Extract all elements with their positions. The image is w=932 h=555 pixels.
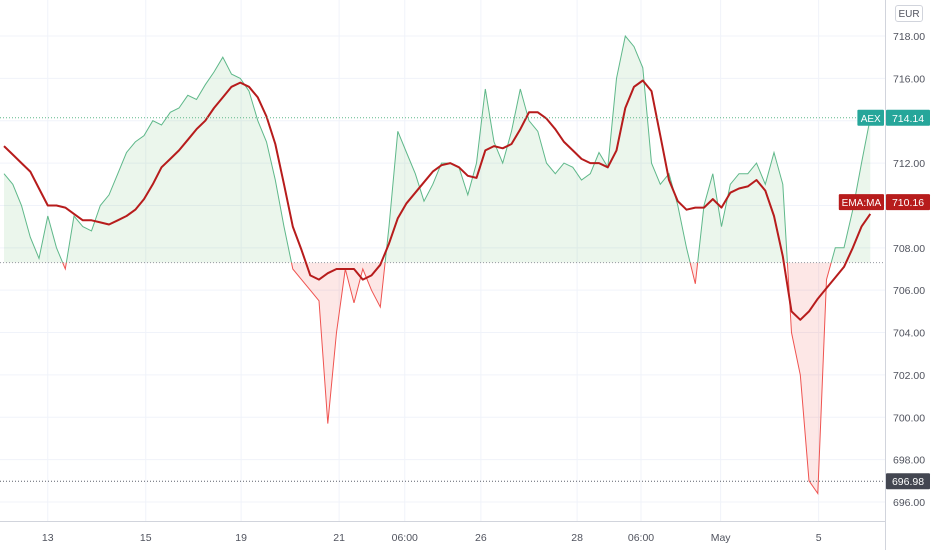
price-badge-value-2: 696.98 bbox=[892, 476, 924, 488]
x-tick-label-6: 28 bbox=[571, 532, 583, 544]
price-area-below-baseline bbox=[4, 36, 870, 494]
currency-badge[interactable]: EUR bbox=[895, 5, 923, 22]
y-tick-label-1: 716.00 bbox=[893, 73, 925, 85]
y-tick-label-5: 708.00 bbox=[893, 243, 925, 255]
x-tick-label-5: 26 bbox=[475, 532, 487, 544]
x-tick-label-8: May bbox=[711, 532, 732, 544]
x-tick-label-9: 5 bbox=[816, 532, 822, 544]
x-tick-label-1: 15 bbox=[140, 532, 152, 544]
x-tick-label-4: 06:00 bbox=[392, 532, 418, 544]
series-label-0: AEX bbox=[861, 114, 881, 125]
y-tick-label-10: 698.00 bbox=[893, 455, 925, 467]
price-badge-value-0: 714.14 bbox=[892, 113, 924, 125]
y-tick-label-6: 706.00 bbox=[893, 285, 925, 297]
x-tick-label-3: 21 bbox=[333, 532, 345, 544]
y-tick-label-8: 702.00 bbox=[893, 370, 925, 382]
price-badge-value-1: 710.16 bbox=[892, 197, 924, 209]
y-tick-label-7: 704.00 bbox=[893, 328, 925, 340]
x-tick-label-7: 06:00 bbox=[628, 532, 654, 544]
price-line-below[interactable] bbox=[4, 36, 870, 494]
y-tick-label-11: 696.00 bbox=[893, 497, 925, 509]
y-tick-label-9: 700.00 bbox=[893, 412, 925, 424]
series-label-1: EMA:MA bbox=[842, 198, 882, 209]
price-line-above[interactable] bbox=[4, 36, 870, 494]
y-tick-label-3: 712.00 bbox=[893, 158, 925, 170]
x-tick-label-2: 19 bbox=[235, 532, 247, 544]
price-area-above-baseline bbox=[4, 36, 870, 494]
x-tick-label-0: 13 bbox=[42, 532, 54, 544]
y-tick-label-0: 718.00 bbox=[893, 31, 925, 43]
